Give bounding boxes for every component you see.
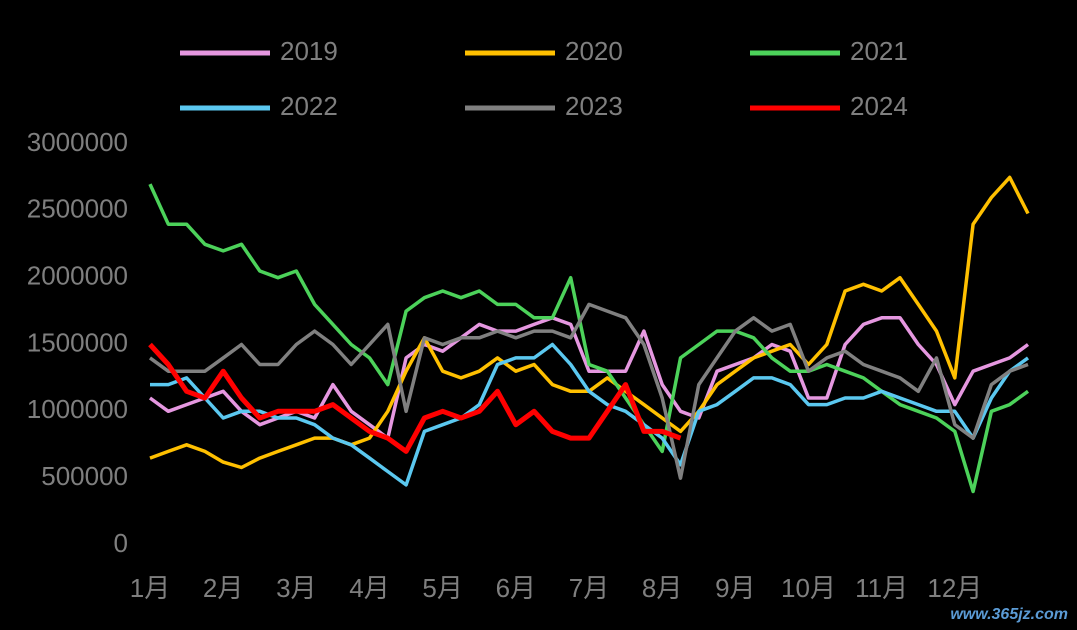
- series-line: [148, 302, 1029, 480]
- series-line: [150, 342, 1030, 487]
- x-tick-label: 6月: [496, 573, 536, 603]
- x-tick-label: 10月: [781, 573, 836, 603]
- y-tick-label: 500000: [41, 461, 128, 491]
- legend-label: 2022: [280, 91, 338, 121]
- x-tick-label: 5月: [422, 573, 462, 603]
- x-tick-label: 7月: [569, 573, 609, 603]
- x-tick-label: 9月: [715, 573, 755, 603]
- x-tick-label: 12月: [927, 573, 982, 603]
- legend-label: 2019: [280, 36, 338, 66]
- y-tick-label: 1000000: [27, 394, 128, 424]
- x-tick-label: 1月: [130, 573, 170, 603]
- legend-label: 2020: [565, 36, 623, 66]
- y-tick-label: 2500000: [27, 194, 128, 224]
- legend-label: 2024: [850, 91, 908, 121]
- x-tick-label: 8月: [642, 573, 682, 603]
- legend-label: 2021: [850, 36, 908, 66]
- x-tick-label: 3月: [276, 573, 316, 603]
- series-line: [148, 342, 682, 454]
- watermark: www.365jz.com: [950, 606, 1068, 623]
- legend-label: 2023: [565, 91, 623, 121]
- x-tick-label: 11月: [855, 573, 908, 603]
- x-tick-label: 2月: [203, 573, 243, 603]
- y-tick-label: 2000000: [27, 261, 128, 291]
- x-tick-label: 4月: [349, 573, 389, 603]
- y-tick-label: 1500000: [27, 327, 128, 357]
- y-tick-label: 3000000: [27, 127, 128, 157]
- y-tick-label: 0: [114, 528, 128, 558]
